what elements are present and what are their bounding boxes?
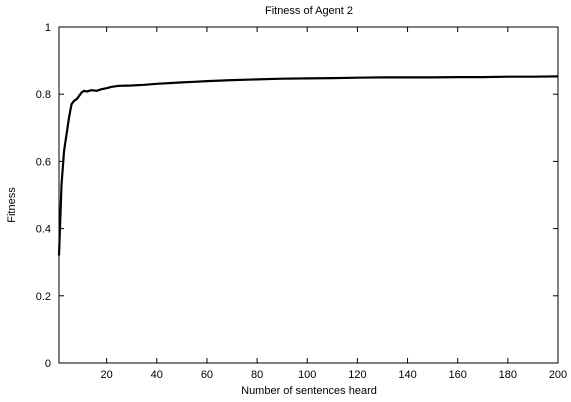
- x-tick-label: 200: [549, 369, 567, 381]
- plot-frame: [58, 26, 559, 364]
- chart-title: Fitness of Agent 2: [265, 5, 353, 17]
- x-tick-label: 120: [348, 369, 366, 381]
- x-tick-label: 60: [201, 369, 213, 381]
- y-tick-label: 0: [45, 358, 51, 370]
- y-tick-label: 0.6: [36, 156, 51, 168]
- y-tick-label: 0.4: [36, 224, 51, 236]
- x-tick-label: 80: [251, 369, 263, 381]
- x-tick-label: 40: [151, 369, 163, 381]
- x-tick-label: 160: [449, 369, 467, 381]
- x-axis-ticks: 20 40 60 80 100 120 140 160 180 200: [101, 27, 567, 381]
- x-axis-label: Number of sentences heard: [241, 385, 377, 397]
- y-tick-label: 0.8: [36, 89, 51, 101]
- y-tick-label: 1: [45, 22, 51, 34]
- y-tick-label: 0.2: [36, 291, 51, 303]
- x-tick-label: 100: [298, 369, 316, 381]
- y-axis-ticks: 0 0.2 0.4 0.6 0.8 1: [36, 22, 558, 370]
- x-tick-label: 180: [499, 369, 517, 381]
- y-axis-label: Fitness: [6, 187, 18, 223]
- x-tick-label: 20: [101, 369, 113, 381]
- x-tick-label: 140: [398, 369, 416, 381]
- series-line: [57, 75, 559, 256]
